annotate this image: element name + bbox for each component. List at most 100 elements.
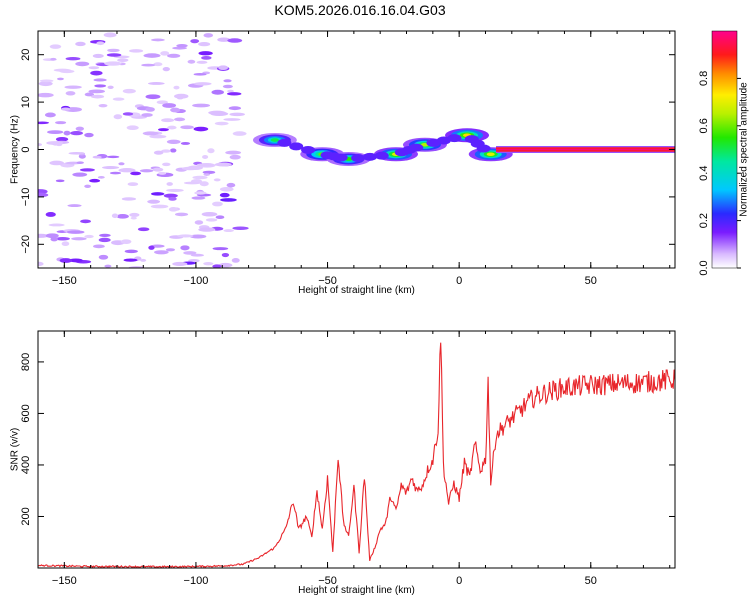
colorbar: 0.0 0.2 0.4 0.6 0.8 Normalized spectral ampli… <box>698 30 750 276</box>
noise-speckle <box>166 182 173 186</box>
noise-speckle <box>75 61 90 67</box>
noise-speckle <box>98 237 111 243</box>
noise-speckle <box>194 220 204 225</box>
noise-speckle <box>50 57 57 61</box>
spectral-blob <box>333 153 348 162</box>
noise-speckle <box>172 46 188 50</box>
noise-speckle <box>192 175 208 180</box>
noise-speckle <box>193 126 209 132</box>
spectral-blob <box>277 138 292 147</box>
noise-speckle <box>137 227 150 232</box>
noise-speckle <box>88 66 100 70</box>
noise-speckle <box>139 169 154 173</box>
noise-speckle <box>221 252 230 258</box>
y-tick-label: −20 <box>20 235 32 254</box>
noise-speckle <box>180 245 190 251</box>
noise-speckle <box>90 70 103 76</box>
colorbar-tick-label: 0.0 <box>698 260 710 275</box>
noise-speckle <box>180 125 194 130</box>
x-tick-label: 50 <box>585 575 597 587</box>
noise-speckle <box>57 77 64 81</box>
noise-speckle <box>88 89 105 94</box>
noise-speckle <box>112 97 125 101</box>
y-tick-label: 10 <box>20 96 32 108</box>
x-tick-label: 50 <box>585 275 597 287</box>
spectral-blob <box>270 138 279 142</box>
noise-speckle <box>198 227 216 232</box>
noise-speckle <box>75 41 86 47</box>
noise-speckle <box>98 254 109 260</box>
noise-speckle <box>217 37 231 42</box>
x-axis-label: Height of straight line (km) <box>298 285 415 296</box>
noise-speckle <box>79 168 95 172</box>
spectral-blob <box>351 154 366 163</box>
noise-speckle <box>65 91 76 96</box>
noise-speckle <box>189 234 207 239</box>
noise-speckle <box>107 85 114 89</box>
noise-speckle <box>63 130 71 136</box>
x-axis-label: Height of straight line (km) <box>298 585 415 596</box>
noise-speckle <box>49 160 65 166</box>
noise-speckle <box>123 258 138 262</box>
noise-speckle <box>168 196 177 201</box>
noise-speckle <box>141 113 153 117</box>
noise-speckle <box>229 154 241 160</box>
noise-speckle <box>198 41 211 47</box>
spectral-blob <box>436 136 451 145</box>
noise-speckle <box>202 170 216 174</box>
carrier-core <box>496 148 675 151</box>
noise-speckle <box>227 89 234 93</box>
noise-speckle <box>72 172 88 177</box>
noise-speckle <box>203 173 211 176</box>
noise-speckle <box>158 128 169 132</box>
noise-speckle <box>107 48 120 53</box>
noise-speckle <box>196 60 208 64</box>
y-tick-label: 20 <box>20 49 32 61</box>
noise-speckle <box>55 237 70 241</box>
noise-speckle <box>156 100 168 105</box>
y-axis-label: SNR (v/v) <box>10 428 21 471</box>
y-tick-label: 200 <box>20 507 32 525</box>
noise-speckle <box>203 33 214 38</box>
noise-speckle <box>215 215 225 220</box>
noise-speckle <box>201 211 218 217</box>
noise-speckle <box>126 125 139 131</box>
noise-speckle <box>111 213 119 219</box>
noise-speckle <box>45 233 59 239</box>
noise-speckle <box>102 165 120 170</box>
noise-speckle <box>150 38 165 42</box>
noise-speckle <box>167 125 177 130</box>
noise-speckle <box>190 39 200 44</box>
y-tick-label: 0 <box>20 146 32 152</box>
noise-speckle <box>207 148 215 154</box>
noise-speckle <box>124 249 138 254</box>
noise-speckle <box>176 43 188 48</box>
noise-speckle <box>165 248 176 252</box>
noise-speckle <box>227 92 242 96</box>
spectral-blob <box>374 151 389 160</box>
noise-speckle <box>170 107 181 113</box>
noise-speckle <box>76 161 84 164</box>
noise-speckle <box>181 166 199 171</box>
colorbar-tick-label: 0.2 <box>698 213 710 228</box>
noise-speckle <box>173 117 186 122</box>
noise-speckle <box>122 112 134 116</box>
snr-series-line <box>38 342 675 568</box>
noise-speckle <box>106 155 120 159</box>
noise-speckle <box>44 112 56 118</box>
noise-speckle <box>99 233 111 238</box>
noise-speckle <box>84 132 94 138</box>
noise-speckle <box>152 167 164 172</box>
noise-speckle <box>205 218 218 222</box>
noise-speckle <box>228 106 242 111</box>
noise-speckle <box>150 192 165 196</box>
spectral-blob <box>289 142 304 151</box>
noise-speckle <box>38 92 54 98</box>
noise-speckle <box>113 114 123 120</box>
noise-speckle <box>232 226 249 230</box>
noise-speckle <box>94 84 107 88</box>
noise-speckle <box>84 184 91 188</box>
noise-speckle <box>183 251 197 255</box>
noise-speckle <box>153 62 163 67</box>
